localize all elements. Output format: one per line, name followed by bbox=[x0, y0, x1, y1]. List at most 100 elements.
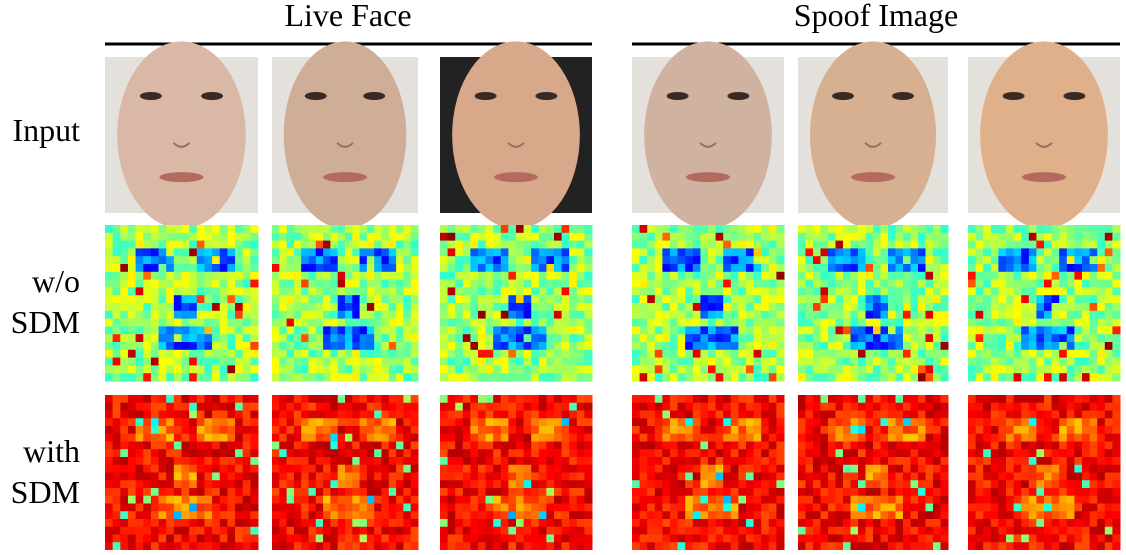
heatmap-cell bbox=[227, 480, 236, 489]
heatmap-cell bbox=[753, 271, 762, 281]
heatmap-cell bbox=[381, 511, 390, 520]
heatmap-cell bbox=[805, 426, 814, 435]
heatmap-cell bbox=[143, 519, 152, 528]
heatmap-cell bbox=[396, 426, 404, 435]
heatmap-cell bbox=[918, 526, 926, 535]
heatmap-cell bbox=[120, 318, 129, 327]
heatmap-cell bbox=[1006, 464, 1015, 473]
heatmap-cell bbox=[1028, 511, 1037, 520]
heatmap-cell bbox=[308, 534, 317, 543]
heatmap-cell bbox=[1028, 410, 1037, 419]
heatmap-cell bbox=[212, 264, 221, 273]
heatmap-cell bbox=[940, 326, 949, 335]
heatmap-cell bbox=[462, 511, 471, 520]
heatmap-cell bbox=[1028, 457, 1037, 466]
heatmap-cell bbox=[204, 472, 213, 481]
heatmap-cell bbox=[632, 511, 641, 520]
face-mouth bbox=[323, 172, 367, 183]
heatmap-cell bbox=[166, 480, 175, 489]
heatmap-cell bbox=[776, 264, 785, 273]
heatmap-cell bbox=[143, 271, 152, 281]
heatmap-cell bbox=[828, 464, 836, 473]
heatmap-cell bbox=[120, 248, 129, 257]
heatmap-cell bbox=[692, 342, 701, 351]
heatmap-cell bbox=[485, 264, 494, 273]
heatmap-cell bbox=[272, 519, 280, 528]
heatmap-cell bbox=[516, 318, 525, 327]
heatmap-cell bbox=[250, 349, 259, 359]
heatmap-cell bbox=[1051, 433, 1060, 442]
heatmap-cell bbox=[410, 271, 419, 281]
heatmap-cell bbox=[654, 457, 663, 466]
heatmap-cell bbox=[478, 402, 487, 411]
heatmap-cell bbox=[584, 534, 593, 543]
heatmap-cell bbox=[143, 503, 152, 512]
heatmap-cell bbox=[158, 264, 167, 273]
heatmap-cell bbox=[554, 365, 563, 374]
heatmap-cell bbox=[440, 457, 449, 466]
heatmap-cell bbox=[478, 526, 487, 535]
heatmap-cell bbox=[366, 287, 375, 296]
heatmap-cell bbox=[189, 503, 198, 512]
face-nose bbox=[699, 142, 717, 148]
heatmap-cell bbox=[554, 503, 563, 512]
heatmap-cell bbox=[235, 464, 244, 473]
heatmap-cell bbox=[940, 395, 949, 404]
heatmap-cell bbox=[888, 395, 896, 404]
heatmap-cell bbox=[337, 395, 346, 404]
heatmap-cell bbox=[835, 326, 844, 335]
heatmap-cell bbox=[798, 225, 806, 234]
heatmap-cell bbox=[1066, 511, 1075, 520]
heatmap-cell bbox=[639, 402, 648, 411]
heatmap-cell bbox=[337, 410, 346, 419]
heatmap-cell bbox=[569, 240, 578, 249]
heatmap-cell bbox=[158, 449, 167, 458]
heatmap-cell bbox=[1006, 279, 1015, 288]
heatmap-cell bbox=[337, 526, 346, 535]
heatmap-cell bbox=[975, 418, 984, 427]
heatmap-cell bbox=[531, 480, 540, 489]
heatmap-cell bbox=[910, 271, 919, 281]
heatmap-cell bbox=[189, 287, 198, 296]
heatmap-cell bbox=[112, 326, 121, 335]
heatmap-cell bbox=[632, 365, 641, 374]
heatmap-cell bbox=[895, 342, 904, 351]
heatmap-cell bbox=[654, 402, 663, 411]
heatmap-cell bbox=[692, 264, 701, 273]
heatmap-cell bbox=[975, 503, 984, 512]
heatmap-cell bbox=[738, 503, 747, 512]
heatmap-cell bbox=[639, 472, 648, 481]
heatmap-cell bbox=[1089, 264, 1098, 273]
heatmap-cell bbox=[189, 488, 198, 497]
heatmap-cell bbox=[1082, 342, 1091, 351]
heatmap-cell bbox=[880, 342, 889, 351]
heatmap-cell bbox=[850, 279, 859, 288]
heatmap-cell bbox=[546, 295, 555, 304]
heatmap-cell bbox=[345, 373, 353, 382]
heatmap-cell bbox=[546, 503, 555, 512]
heatmap-cell bbox=[403, 519, 412, 528]
heatmap-cell bbox=[219, 357, 228, 366]
heatmap-cell bbox=[569, 225, 578, 234]
heatmap-cell bbox=[990, 279, 999, 288]
heatmap-cell bbox=[279, 287, 288, 296]
heatmap-cell bbox=[685, 480, 694, 489]
heatmap-cell bbox=[447, 433, 456, 442]
heatmap-cell bbox=[352, 232, 361, 242]
heatmap-cell bbox=[662, 449, 671, 458]
heatmap-cell bbox=[359, 433, 368, 442]
heatmap-cell bbox=[531, 248, 540, 257]
heatmap-cell bbox=[1059, 511, 1068, 520]
heatmap-cell bbox=[805, 410, 814, 419]
heatmap-cell bbox=[880, 526, 889, 535]
heatmap-cell bbox=[723, 519, 732, 528]
heatmap-cell bbox=[1013, 318, 1022, 327]
heatmap-cell bbox=[1006, 511, 1015, 520]
heatmap-cell bbox=[173, 287, 182, 296]
heatmap-cell bbox=[708, 303, 717, 312]
heatmap-cell bbox=[692, 357, 701, 366]
heatmap-cell bbox=[895, 457, 904, 466]
heatmap-cell bbox=[975, 441, 984, 450]
heatmap-cell bbox=[493, 326, 502, 335]
heatmap-cell bbox=[662, 426, 671, 435]
